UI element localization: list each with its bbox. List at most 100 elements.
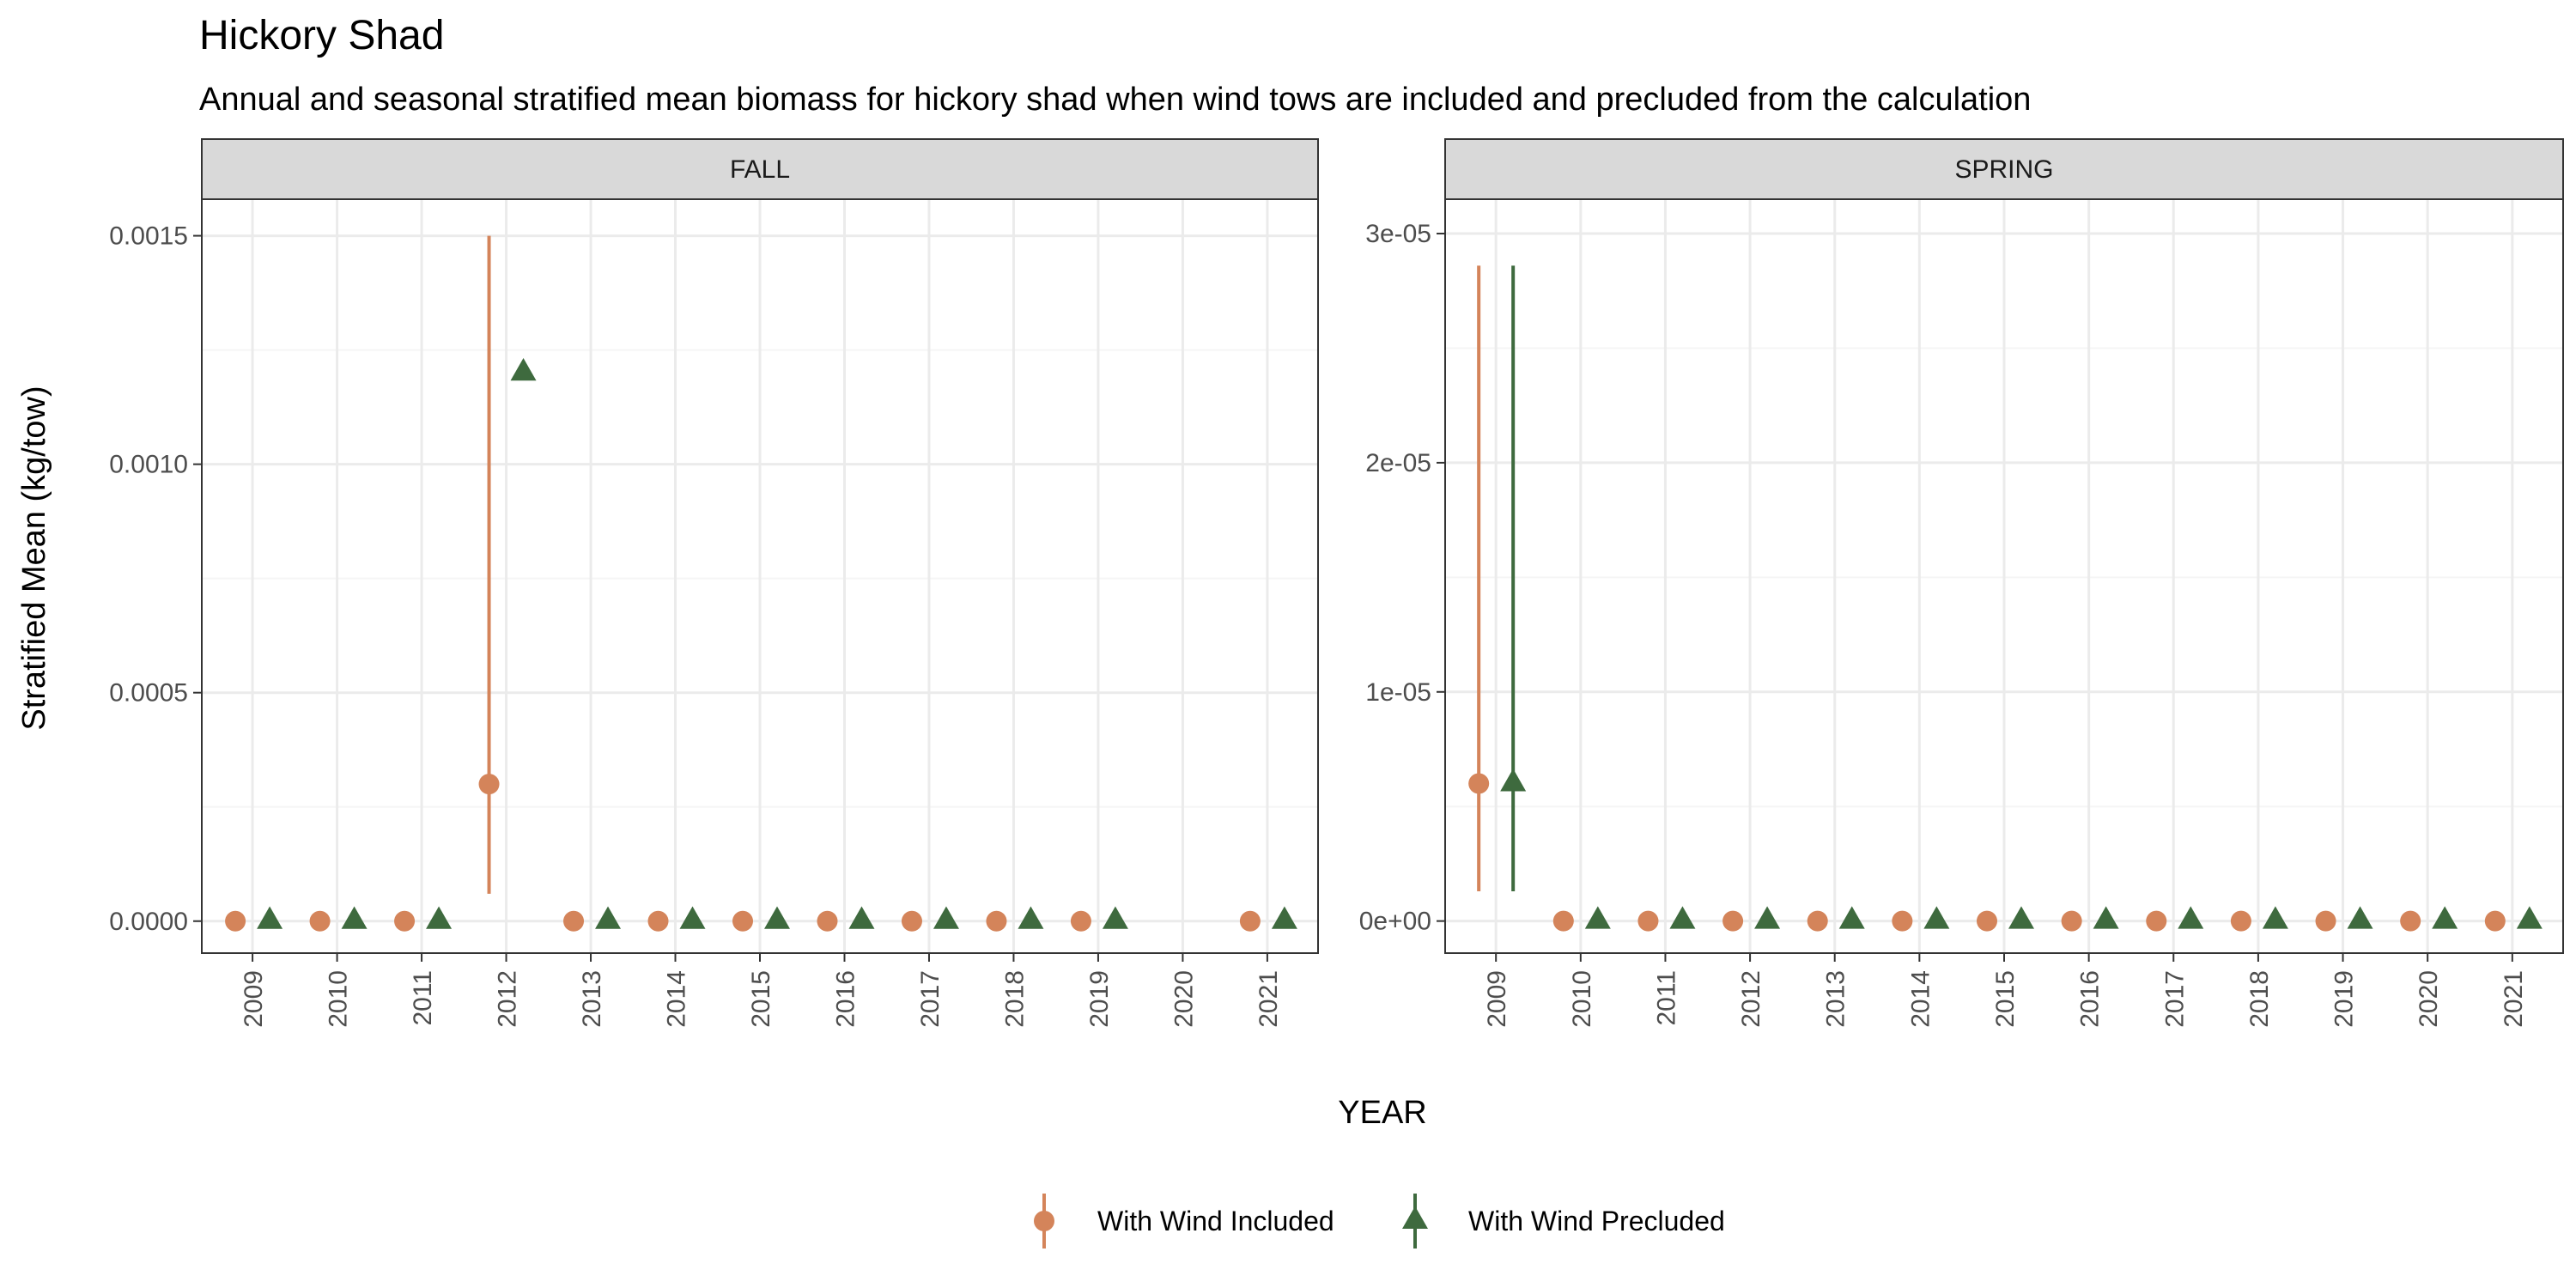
x-tick-label: 2009 — [240, 970, 268, 1028]
data-point — [426, 906, 453, 929]
data-point — [1500, 769, 1527, 792]
data-point — [257, 906, 283, 929]
data-point — [1892, 910, 1913, 932]
x-tick-label: 2012 — [494, 970, 522, 1028]
data-point — [1923, 906, 1950, 929]
data-point — [1271, 906, 1297, 929]
x-tick-label: 2020 — [1170, 970, 1198, 1028]
data-point — [595, 906, 622, 929]
panel-border — [201, 198, 1319, 954]
panel-border — [1444, 198, 2564, 954]
data-point — [1584, 906, 1611, 929]
x-tick-label: 2017 — [916, 970, 945, 1028]
y-tick-label: 0.0000 — [109, 908, 188, 936]
data-point — [1669, 906, 1696, 929]
legend-item-wind-included: With Wind Included — [1034, 1194, 1334, 1249]
data-point — [764, 906, 790, 929]
data-point — [1722, 910, 1744, 932]
x-tick-label: 2019 — [2330, 970, 2359, 1028]
x-tick-label: 2012 — [1737, 970, 1765, 1028]
data-point — [1838, 906, 1865, 929]
legend-label: With Wind Included — [1097, 1206, 1334, 1236]
x-tick-label: 2018 — [2245, 970, 2274, 1028]
data-point — [848, 906, 875, 929]
x-tick-label: 2021 — [2500, 970, 2528, 1028]
facet-panels: FALL 0.0000 0.0005 0.0010 0.0015 2009 2010 2011… — [109, 138, 2564, 1028]
data-point — [478, 774, 500, 795]
x-tick-label: 2014 — [663, 970, 691, 1028]
legend: With Wind Included With Wind Precluded — [1034, 1194, 1725, 1249]
series-wind-precluded — [257, 357, 1297, 929]
legend-label: With Wind Precluded — [1468, 1206, 1725, 1236]
data-point — [1018, 906, 1044, 929]
data-point — [510, 357, 537, 381]
x-tick-label: 2013 — [1822, 970, 1850, 1028]
x-tick-label: 2016 — [831, 970, 860, 1028]
x-tick-label: 2018 — [1000, 970, 1029, 1028]
series-wind-included — [1468, 265, 2506, 932]
data-point — [1552, 910, 1574, 932]
data-point — [2347, 906, 2373, 929]
data-point — [1070, 910, 1091, 932]
legend-triangle-icon — [1402, 1206, 1428, 1229]
data-point — [2432, 906, 2458, 929]
data-point — [2230, 910, 2251, 932]
facet-strip — [201, 138, 1319, 200]
data-point — [2008, 906, 2034, 929]
data-point — [563, 910, 585, 932]
series-wind-included — [225, 235, 1261, 932]
data-point — [394, 910, 416, 932]
facet-panel-fall: FALL 0.0000 0.0005 0.0010 0.0015 2009 2010 2011… — [109, 138, 1319, 1028]
data-point — [2093, 906, 2119, 929]
data-point — [225, 910, 246, 932]
data-point — [2484, 910, 2506, 932]
x-tick-label: 2015 — [747, 970, 775, 1028]
data-point — [679, 906, 706, 929]
data-point — [2061, 910, 2082, 932]
data-point — [2146, 910, 2167, 932]
y-tick-label: 0.0015 — [109, 222, 188, 251]
data-point — [986, 910, 1007, 932]
x-tick-label: 2011 — [409, 970, 437, 1026]
x-tick-label: 2010 — [1568, 970, 1596, 1028]
y-tick-label: 0.0005 — [109, 679, 188, 708]
x-tick-label: 2014 — [1906, 970, 1935, 1028]
data-point — [901, 910, 922, 932]
facet-strip-label: SPRING — [1954, 155, 2053, 184]
data-point — [1468, 773, 1490, 794]
legend-circle-icon — [1034, 1211, 1054, 1231]
x-tick-label: 2015 — [1991, 970, 2020, 1028]
y-tick-label: 0.0010 — [109, 451, 188, 479]
facet-strip — [1444, 138, 2564, 200]
x-tick-label: 2010 — [325, 970, 353, 1028]
data-point — [2178, 906, 2204, 929]
x-tick-label: 2011 — [1652, 970, 1680, 1026]
x-tick-label: 2013 — [578, 970, 606, 1028]
data-point — [1807, 910, 1828, 932]
series-wind-precluded — [1500, 265, 2543, 929]
data-point — [2516, 906, 2543, 929]
data-point — [309, 910, 331, 932]
facet-panel-spring: SPRING 0e+00 1e-05 2e-05 3e-05 2009 2010 2011 20… — [1359, 138, 2564, 1028]
legend-item-wind-precluded: With Wind Precluded — [1402, 1194, 1725, 1249]
y-tick-label: 2e-05 — [1365, 449, 1431, 477]
chart-subtitle: Annual and seasonal stratified mean biom… — [199, 82, 2031, 118]
data-point — [1754, 906, 1781, 929]
y-tick-label: 0e+00 — [1359, 908, 1431, 936]
data-point — [933, 906, 959, 929]
data-point — [647, 910, 669, 932]
facet-strip-label: FALL — [730, 155, 790, 184]
data-point — [2315, 910, 2336, 932]
data-point — [1977, 910, 1997, 932]
data-point — [817, 910, 838, 932]
x-tick-label: 2017 — [2160, 970, 2189, 1028]
data-point — [1239, 910, 1261, 932]
data-point — [1637, 910, 1659, 932]
x-axis-title: YEAR — [1338, 1095, 1426, 1131]
x-tick-label: 2019 — [1085, 970, 1114, 1028]
y-axis-title: Stratified Mean (kg/tow) — [16, 386, 52, 730]
data-point — [2400, 910, 2421, 932]
data-point — [732, 910, 753, 932]
chart-title: Hickory Shad — [199, 13, 444, 58]
